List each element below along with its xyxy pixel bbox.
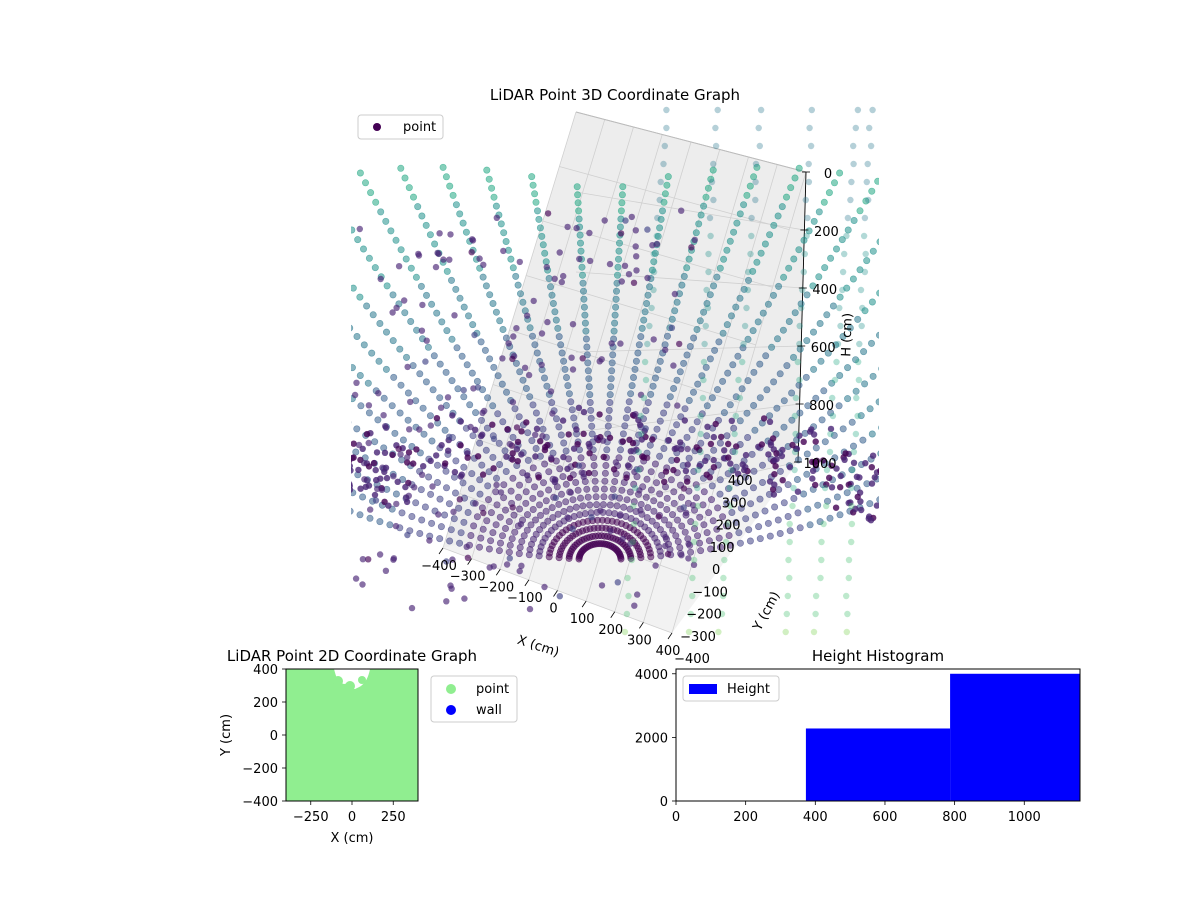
x-tick-histogram: 400: [803, 810, 828, 825]
y-tick-2d: 400: [253, 663, 278, 678]
y-tick-3d: 300: [722, 496, 747, 511]
y-axis-label-2d: Y (cm): [219, 714, 234, 757]
y-tick-2d: 200: [253, 696, 278, 711]
x-tick-3d: 200: [598, 623, 623, 638]
histogram-title: Height Histogram: [812, 647, 944, 665]
z-tick-3d: 600: [811, 341, 836, 356]
y-tick-2d: 0: [270, 729, 278, 744]
histogram-frame: [675, 668, 1081, 802]
x-tick-histogram: 200: [733, 810, 758, 825]
x-tick-2d: 250: [381, 810, 406, 825]
y-tick-3d: −300: [680, 630, 716, 645]
histogram-bars: [805, 673, 1080, 801]
point-cloud: [351, 106, 879, 636]
x-tick-histogram: 0: [672, 810, 680, 825]
y-axis-label-3d: Y (cm): [750, 589, 783, 634]
chart-histogram: Height Histogram 0 200 400 600 800 1000 0 2000 4…: [635, 647, 1081, 825]
chart-3d-title: LiDAR Point 3D Coordinate Graph: [490, 86, 740, 104]
y-tick-histogram: 0: [660, 795, 668, 810]
x-tick-histogram: 600: [873, 810, 898, 825]
axes-2d-ticks: −250 0 250 −400 −200 0 200 400: [242, 663, 405, 825]
chart-2d: LiDAR Point 2D Coordinate Graph −250 0 250…: [219, 647, 518, 846]
legend-marker-point: [373, 123, 381, 131]
y-tick-3d: 200: [716, 519, 741, 534]
x-axis-label-3d: X (cm): [515, 633, 561, 661]
x-tick-3d: −400: [421, 559, 457, 574]
x-tick-histogram: 800: [942, 810, 967, 825]
y-tick-3d: 400: [728, 474, 753, 489]
x-axis-label-2d: X (cm): [331, 831, 374, 846]
z-tick-3d: 800: [809, 399, 834, 414]
axes-3d-ticks: −400−300−200−1000100200300400−400−300−20…: [421, 167, 839, 667]
z-tick-3d: 400: [812, 283, 837, 298]
chart-3d: LiDAR Point 3D Coordinate Graph −400−300…: [351, 86, 879, 667]
legend-label-point-2d: point: [476, 682, 509, 697]
x-tick-2d: 0: [348, 810, 356, 825]
y-tick-3d: −100: [692, 585, 728, 600]
legend-label-wall: wall: [476, 703, 502, 718]
y-tick-2d: −400: [242, 795, 278, 810]
legend-label-point: point: [403, 120, 436, 135]
points-2d: [286, 669, 418, 801]
z-tick-3d: 200: [814, 225, 839, 240]
legend-2d: point wall: [430, 675, 518, 723]
y-tick-histogram: 2000: [635, 731, 668, 746]
x-tick-3d: −300: [450, 570, 486, 585]
histogram-bar: [805, 728, 951, 801]
y-tick-2d: −200: [242, 762, 278, 777]
z-tick-3d: 1000: [803, 457, 836, 472]
y-tick-3d: 0: [712, 563, 720, 578]
x-tick-3d: −200: [478, 580, 514, 595]
x-tick-3d: 0: [549, 602, 557, 617]
y-tick-histogram: 4000: [635, 668, 668, 683]
x-tick-3d: 300: [627, 633, 652, 648]
z-axis-label-3d: H (cm): [839, 313, 856, 357]
x-tick-3d: 100: [570, 612, 595, 627]
chart-2d-title: LiDAR Point 2D Coordinate Graph: [227, 647, 477, 665]
histogram-bar: [950, 673, 1080, 801]
legend-marker-wall: [446, 705, 456, 715]
x-tick-3d: 400: [656, 644, 681, 659]
legend-swatch-height: [689, 684, 717, 694]
legend-label-height: Height: [727, 682, 770, 697]
histogram-ticks: 0 200 400 600 800 1000 0 2000 4000: [635, 668, 1041, 825]
y-tick-3d: 100: [710, 541, 735, 556]
x-tick-3d: −100: [507, 591, 543, 606]
legend-histogram: Height: [682, 675, 780, 702]
legend-3d: point: [357, 114, 444, 140]
y-tick-3d: −200: [686, 608, 722, 623]
x-tick-histogram: 1000: [1008, 810, 1041, 825]
z-tick-3d: 0: [824, 167, 832, 182]
x-tick-2d: −250: [293, 810, 329, 825]
y-tick-3d: −400: [674, 652, 710, 667]
legend-marker-point-2d: [446, 684, 456, 694]
